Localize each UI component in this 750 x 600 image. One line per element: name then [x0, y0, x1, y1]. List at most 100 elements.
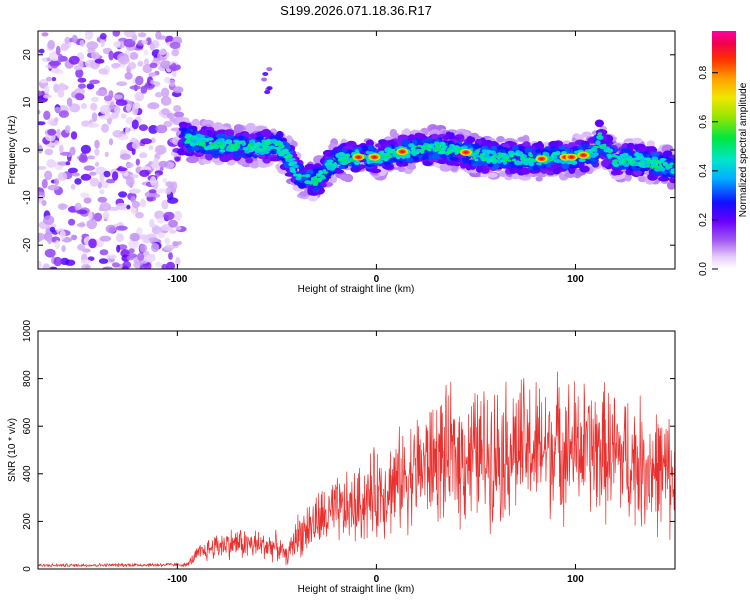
noise-blob — [137, 252, 145, 261]
ridge-blob — [314, 179, 319, 183]
ridge-blob — [619, 153, 624, 159]
noise-blob — [111, 171, 119, 181]
colorbar-tick-label: 0.0 — [698, 262, 709, 276]
ridge-blob — [250, 147, 255, 151]
noise-blob — [61, 245, 66, 253]
noise-blob — [157, 232, 166, 239]
noise-blob — [140, 138, 152, 145]
noise-blob — [108, 138, 114, 146]
ridge-blob — [255, 143, 260, 147]
snr-xlabel: Height of straight line (km) — [298, 584, 415, 595]
noise-blob — [131, 200, 141, 209]
ridge-blob — [400, 158, 406, 162]
noise-blob — [41, 178, 48, 189]
noise-blob — [141, 40, 148, 45]
noise-blob — [98, 115, 110, 120]
ridge-blob — [451, 145, 457, 148]
noise-blob — [77, 77, 87, 83]
noise-blob — [134, 91, 145, 102]
ridge-blob — [497, 152, 503, 155]
noise-blob — [149, 62, 158, 69]
noise-blob — [137, 32, 147, 38]
ridge-blob — [237, 135, 244, 140]
ridge-blob — [340, 174, 352, 181]
noise-blob — [38, 109, 41, 115]
ridge-blob — [406, 163, 417, 170]
noise-blob — [91, 96, 99, 103]
spectrogram-ytick-label: 20 — [22, 49, 33, 61]
noise-blob — [168, 219, 179, 228]
noise-blob — [139, 243, 147, 253]
ridge-blob — [248, 139, 255, 144]
noise-blob — [161, 108, 170, 116]
ridge-blob — [564, 172, 577, 178]
noise-blob — [131, 119, 139, 130]
noise-blob — [76, 223, 86, 227]
noise-blob — [83, 165, 96, 171]
ridge-blob — [577, 144, 583, 151]
ridge-blob — [517, 136, 528, 142]
noise-blob — [98, 68, 108, 75]
ridge-blob — [587, 149, 592, 152]
ridge-blob — [268, 141, 272, 145]
noise-blob — [147, 102, 160, 110]
ridge-blob — [340, 157, 347, 162]
ridge-blob — [475, 166, 483, 173]
ridge-blob — [639, 161, 644, 165]
ridge-blob — [448, 132, 455, 140]
ridge-peak-center — [463, 151, 468, 154]
noise-blob — [115, 225, 128, 231]
ridge-blob — [467, 136, 476, 143]
noise-blob — [108, 90, 114, 99]
colorbar-label: Normalized spectral amplitude — [738, 82, 749, 217]
ridge-blob — [496, 136, 505, 143]
ridge-blob — [440, 150, 446, 154]
ridge-blob — [221, 144, 226, 147]
noise-blob — [129, 85, 141, 90]
noise-blob — [149, 43, 155, 51]
ridge-blob — [604, 158, 614, 164]
noise-blob — [54, 106, 61, 113]
noise-blob — [38, 232, 43, 243]
ridge-blob — [401, 139, 411, 146]
noise-blob — [91, 112, 98, 122]
ridge-blob — [346, 153, 350, 156]
ridge-blob — [322, 169, 327, 172]
ridge-blob — [651, 152, 660, 158]
ridge-blob — [553, 159, 560, 163]
noise-blob — [87, 122, 99, 128]
spectrogram-ytick-label: -10 — [22, 190, 33, 205]
noise-blob — [74, 178, 82, 185]
spectrogram-xtick-label: 100 — [567, 274, 584, 285]
ridge-peak-center — [569, 155, 574, 159]
ridge-blob — [619, 160, 625, 164]
noise-blob — [126, 255, 134, 261]
ridge-blob — [658, 176, 670, 182]
noise-blob — [54, 117, 59, 123]
noise-blob — [70, 183, 76, 190]
ridge-blob — [670, 162, 674, 166]
noise-blob — [79, 39, 85, 47]
ridge-blob — [632, 137, 643, 144]
ridge-blob — [661, 170, 668, 175]
ridge-blob — [479, 155, 484, 159]
ridge-blob — [232, 151, 241, 158]
ridge-blob — [568, 142, 578, 147]
noise-blob — [128, 188, 141, 194]
noise-blob — [116, 244, 121, 253]
ridge-blob — [326, 159, 334, 163]
ridge-blob — [288, 158, 296, 161]
ridge-blob — [204, 138, 210, 141]
snr-frame — [37, 330, 676, 570]
noise-blob — [101, 181, 109, 189]
ridge-blob — [613, 159, 619, 163]
noise-blob — [138, 124, 148, 131]
ridge-blob — [292, 164, 299, 169]
ridge-blob — [245, 157, 254, 164]
noise-blob — [38, 48, 45, 54]
noise-blob — [125, 176, 135, 187]
noise-blob — [108, 206, 120, 211]
noise-blob — [125, 126, 130, 135]
ridge-blob — [629, 161, 635, 165]
ridge-blob — [626, 142, 635, 150]
